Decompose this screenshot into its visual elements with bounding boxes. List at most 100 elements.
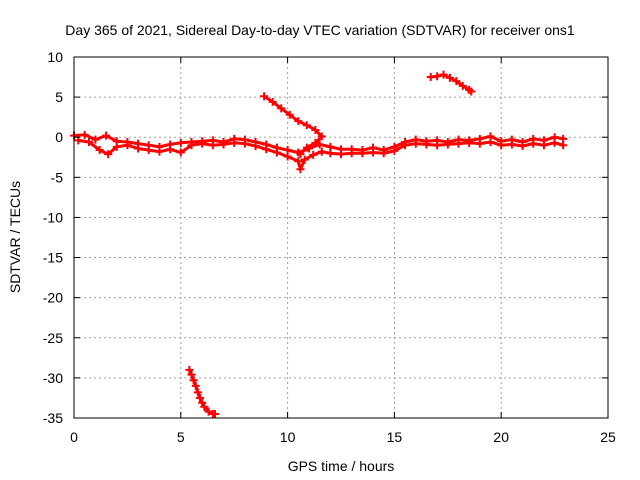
data-point <box>200 402 209 411</box>
data-point <box>260 92 269 101</box>
data-point <box>104 150 113 159</box>
data-point <box>198 398 207 407</box>
data-point <box>210 409 219 418</box>
series-arc-high <box>426 70 476 96</box>
data-point <box>401 141 410 150</box>
data-point <box>296 165 305 174</box>
data-point <box>422 140 431 149</box>
data-point <box>347 149 356 158</box>
y-tick-label: -20 <box>43 290 63 306</box>
y-tick-label: -10 <box>43 209 63 225</box>
y-tick-label: 0 <box>55 129 63 145</box>
data-point <box>486 138 495 147</box>
data-point <box>285 110 294 119</box>
data-point <box>458 81 467 90</box>
data-point <box>337 150 345 159</box>
y-tick-label: -15 <box>43 250 63 266</box>
series-arc-descending <box>260 92 326 159</box>
data-point <box>439 70 448 79</box>
data-point <box>230 138 239 147</box>
data-point <box>185 365 194 374</box>
x-tick-label: 0 <box>70 429 78 445</box>
series-band-main-lower <box>74 136 568 174</box>
data-point <box>497 141 506 150</box>
data-point <box>433 72 442 81</box>
grid-lines <box>74 57 608 418</box>
data-point <box>296 150 305 159</box>
data-point <box>84 138 93 147</box>
data-point <box>390 146 399 155</box>
data-point <box>550 138 559 147</box>
data-point <box>283 152 292 161</box>
data-point <box>251 142 260 151</box>
data-point <box>465 138 474 147</box>
y-tick-label: -5 <box>51 169 64 185</box>
data-point <box>112 142 121 151</box>
axis-ticks <box>73 56 609 419</box>
data-point <box>240 139 249 148</box>
x-tick-label: 20 <box>493 429 509 445</box>
data-point <box>309 150 318 159</box>
data-point <box>443 140 452 149</box>
data-point <box>166 145 175 154</box>
plot-frame <box>73 56 609 419</box>
data-point <box>454 139 463 148</box>
data-point <box>95 146 104 155</box>
data-point <box>91 135 100 144</box>
data-point <box>452 77 461 86</box>
data-point <box>369 148 378 157</box>
data-point <box>433 141 442 150</box>
data-point <box>358 149 367 158</box>
data-point <box>134 144 143 153</box>
data-point <box>187 370 196 379</box>
x-tick-labels: 0 5 10 15 20 25 <box>70 429 616 445</box>
data-point <box>191 381 200 390</box>
data-point <box>379 149 388 158</box>
x-axis-label: GPS time / hours <box>288 458 395 474</box>
data-point <box>187 141 196 150</box>
y-tick-label: -35 <box>43 410 63 426</box>
data-point <box>326 149 335 158</box>
data-point <box>193 388 202 397</box>
data-point <box>411 139 420 148</box>
data-point <box>445 73 454 82</box>
data-point <box>208 141 217 150</box>
y-tick-label: -30 <box>43 370 63 386</box>
data-point <box>219 140 228 149</box>
data-series-group <box>70 70 568 418</box>
data-point <box>317 147 326 156</box>
data-point <box>559 141 568 150</box>
data-point <box>262 145 271 154</box>
data-point <box>204 407 213 416</box>
data-point <box>294 117 303 126</box>
data-point <box>102 131 111 140</box>
data-point <box>311 126 320 135</box>
data-point <box>529 139 538 148</box>
data-point <box>311 138 320 147</box>
data-point <box>302 121 311 130</box>
data-point <box>300 155 309 164</box>
x-tick-label: 25 <box>600 429 616 445</box>
x-tick-label: 5 <box>177 429 185 445</box>
y-tick-label: -25 <box>43 330 63 346</box>
data-point <box>268 97 277 106</box>
y-tick-labels: 10 5 0 -5 -10 -15 -20 -25 -30 -35 <box>43 49 63 426</box>
data-point <box>198 139 207 148</box>
y-tick-label: 10 <box>47 49 63 65</box>
data-point <box>196 393 205 402</box>
data-point <box>317 132 326 141</box>
data-point <box>467 87 476 96</box>
data-point <box>539 141 548 150</box>
x-tick-label: 10 <box>280 429 296 445</box>
data-point <box>294 157 303 166</box>
series-arc-low <box>185 365 219 418</box>
data-point <box>302 143 311 152</box>
chart-title: Day 365 of 2021, Sidereal Day-to-day VTE… <box>65 22 575 38</box>
data-point <box>475 139 484 148</box>
data-point <box>507 140 516 149</box>
data-point <box>80 130 89 139</box>
data-point <box>176 148 185 157</box>
data-point <box>123 141 132 150</box>
data-point <box>518 142 527 151</box>
